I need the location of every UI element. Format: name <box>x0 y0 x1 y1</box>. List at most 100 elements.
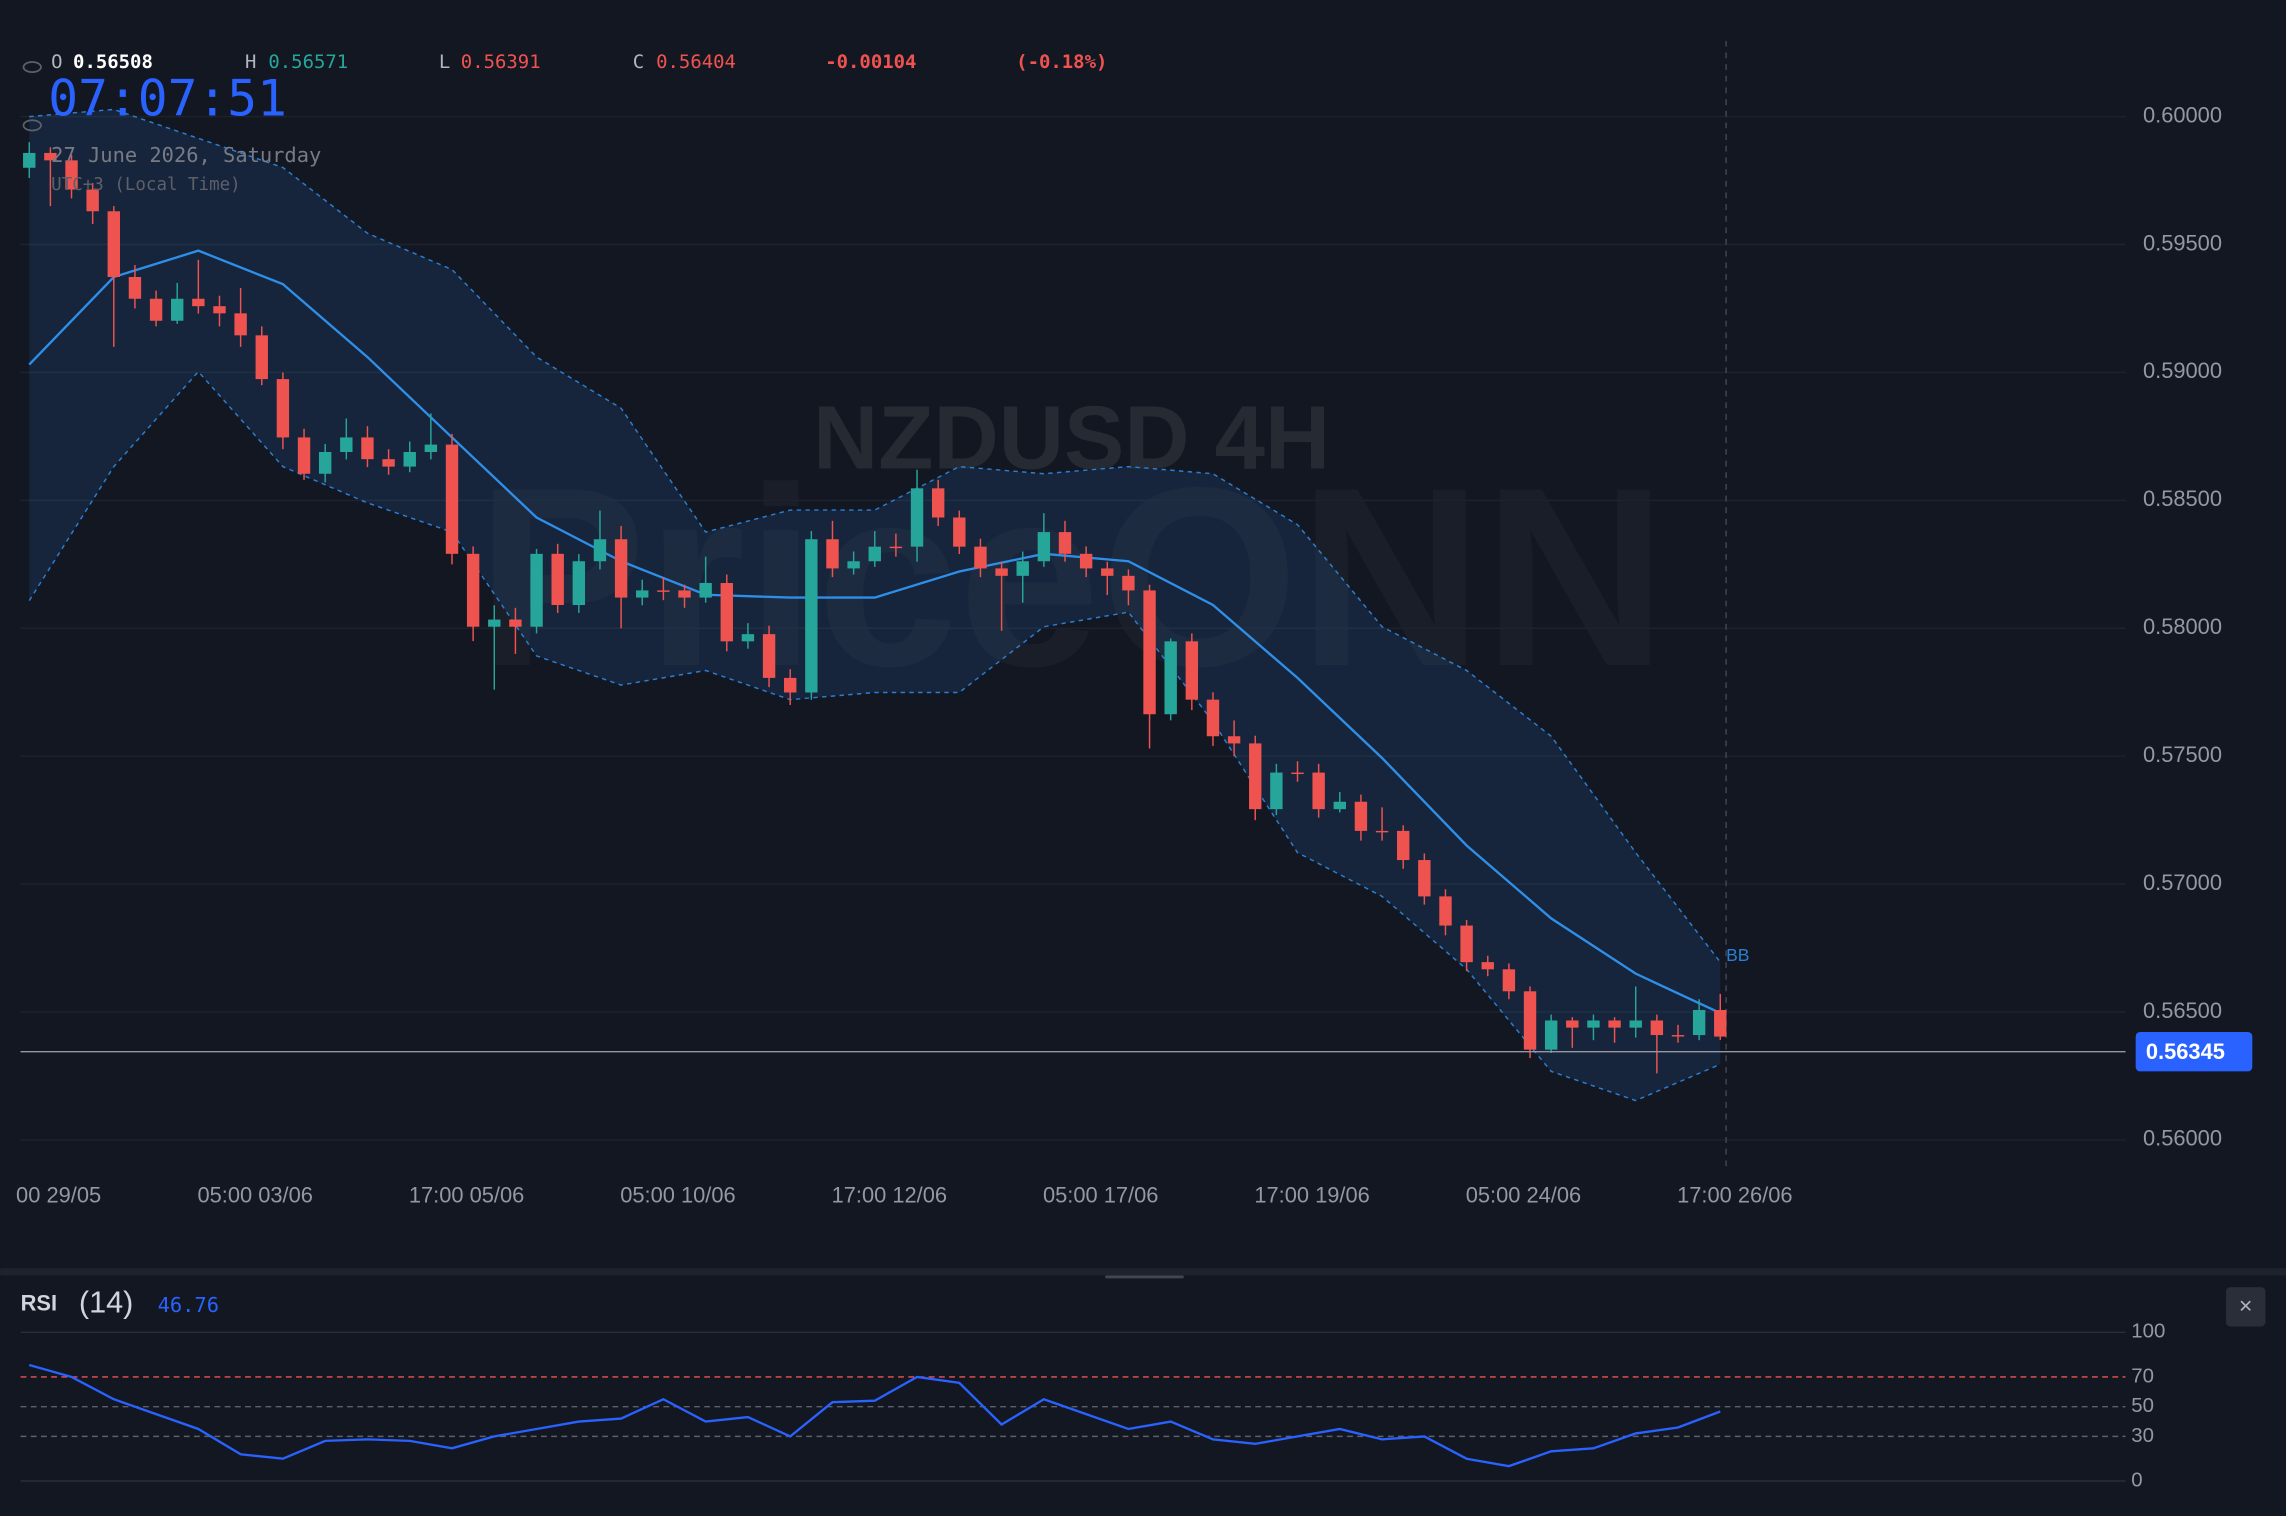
candle-body <box>1270 772 1283 810</box>
candle <box>65 154 78 199</box>
candle <box>910 469 924 562</box>
candle-body <box>1418 860 1431 897</box>
y-tick-label: 0.58000 <box>2143 614 2222 639</box>
candle <box>1671 1024 1685 1043</box>
candle <box>1079 546 1093 578</box>
y-tick-label: 0.56000 <box>2143 1126 2222 1151</box>
candle-body <box>1460 925 1473 963</box>
candle-body <box>276 379 290 438</box>
candle-body <box>466 553 480 627</box>
y-tick-label: 0.57000 <box>2143 870 2222 895</box>
candle <box>128 264 142 309</box>
candle <box>44 147 57 207</box>
candle-body <box>1058 532 1072 554</box>
last-price-box <box>2135 1032 2253 1072</box>
candle <box>636 579 649 606</box>
eye-icon[interactable] <box>22 119 42 132</box>
candle <box>826 520 839 578</box>
band-fill <box>29 109 1721 1101</box>
candle <box>1523 986 1537 1059</box>
eye-icon[interactable] <box>22 61 42 74</box>
candle <box>762 625 776 688</box>
band-lower <box>28 370 1721 1102</box>
candle-body <box>910 488 924 547</box>
candle-body <box>1143 590 1156 715</box>
candle-body <box>107 211 120 278</box>
candle-body <box>1566 1020 1579 1028</box>
y-tick-label: 0.56500 <box>2143 998 2222 1023</box>
candle-body <box>1629 1020 1642 1028</box>
change: -0.00104 <box>825 51 916 73</box>
candle-body <box>847 561 860 569</box>
candle-body <box>44 152 57 161</box>
candle-body <box>974 546 987 569</box>
candle <box>931 479 945 526</box>
candle-body <box>1206 699 1220 737</box>
candle <box>86 183 99 225</box>
candle-body <box>234 313 247 336</box>
candle-body <box>995 568 1008 576</box>
candle <box>572 554 586 613</box>
candle-body <box>1185 641 1199 700</box>
candle <box>424 413 438 460</box>
rsi-current: 46.76 <box>158 1293 219 1317</box>
candle-body <box>1439 896 1452 926</box>
open-value: 0.56508 <box>73 51 153 73</box>
high-value: 0.56571 <box>268 51 348 73</box>
candle-body <box>509 619 522 627</box>
candle <box>1692 999 1706 1041</box>
candle <box>1270 763 1283 816</box>
candle-body <box>889 546 903 549</box>
candle-body <box>1714 1009 1727 1037</box>
candle-body <box>762 634 776 678</box>
candle <box>551 543 564 613</box>
candle <box>1037 513 1051 567</box>
candle-body <box>213 306 226 314</box>
change-percent: (-0.18%) <box>1016 51 1107 73</box>
candle <box>1460 919 1473 972</box>
candle-body <box>931 488 945 518</box>
candle <box>805 531 818 700</box>
y-tick-label: 0.58500 <box>2143 486 2222 511</box>
candle <box>445 433 459 565</box>
y-tick-label: 0.60000 <box>2143 102 2222 127</box>
candle <box>1439 889 1452 936</box>
pane-separator[interactable] <box>0 1268 2286 1276</box>
close-button-icon[interactable]: × <box>2239 1293 2253 1319</box>
band-upper <box>29 108 1721 963</box>
candle <box>1481 955 1494 977</box>
candle-body <box>1587 1020 1600 1028</box>
candle-body <box>255 335 268 380</box>
candle <box>1249 735 1262 821</box>
candle <box>318 444 332 483</box>
resize-handle[interactable] <box>1105 1275 1184 1279</box>
candle-body <box>445 444 459 554</box>
candle <box>361 426 374 468</box>
y-tick-label: 0.59000 <box>2143 358 2222 383</box>
candle <box>466 546 480 642</box>
candle-body <box>1650 1020 1664 1036</box>
candle <box>171 282 184 324</box>
candle-body <box>868 546 881 562</box>
candle <box>488 605 501 690</box>
rsi-line <box>28 1363 1721 1468</box>
x-tick-label: 00 29/05 <box>16 1183 101 1208</box>
x-tick-label: 17:00 19/06 <box>1254 1183 1369 1208</box>
x-tick-label: 17:00 05/06 <box>409 1183 524 1208</box>
candle <box>192 259 205 314</box>
candle <box>974 538 987 578</box>
eye-icon[interactable] <box>22 61 42 132</box>
last-price-label: 0.56345 <box>2146 1039 2225 1064</box>
candle <box>1016 551 1029 603</box>
candle <box>1650 1014 1664 1074</box>
candle <box>741 623 755 649</box>
x-tick-label: 05:00 17/06 <box>1043 1183 1158 1208</box>
candle-body <box>1016 561 1029 576</box>
candle <box>1058 520 1072 562</box>
candle-body <box>530 553 543 627</box>
x-tick-label: 05:00 03/06 <box>197 1183 312 1208</box>
close-button[interactable] <box>2226 1287 2266 1327</box>
candle-body <box>1692 1009 1706 1036</box>
candle <box>1164 638 1177 721</box>
